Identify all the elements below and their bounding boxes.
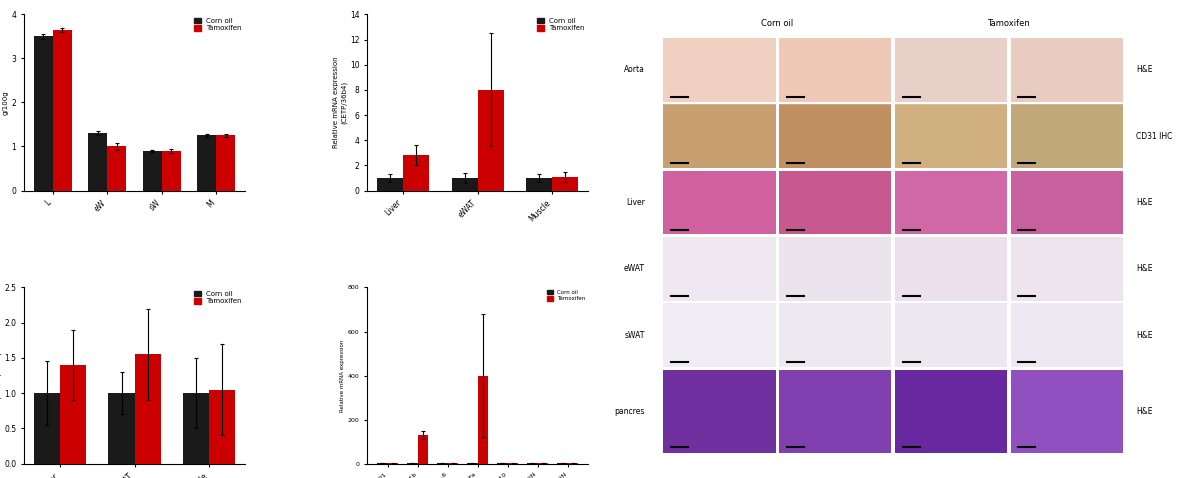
Y-axis label: Relative mRNA expression
(FGF21/36b4): Relative mRNA expression (FGF21/36b4): [0, 330, 1, 422]
FancyBboxPatch shape: [1010, 304, 1123, 367]
FancyBboxPatch shape: [779, 38, 891, 102]
Text: H&E: H&E: [1136, 198, 1152, 207]
Text: Aorta: Aorta: [624, 65, 644, 75]
FancyBboxPatch shape: [895, 370, 1007, 453]
Bar: [526, 178, 552, 191]
FancyBboxPatch shape: [895, 105, 1007, 168]
FancyBboxPatch shape: [779, 105, 891, 168]
FancyBboxPatch shape: [895, 171, 1007, 234]
FancyBboxPatch shape: [779, 237, 891, 301]
Text: H&E: H&E: [1136, 407, 1152, 416]
FancyBboxPatch shape: [1010, 38, 1123, 102]
Bar: [88, 133, 107, 191]
Text: sWAT: sWAT: [624, 331, 644, 340]
Bar: [107, 146, 126, 191]
Bar: [403, 155, 429, 191]
Bar: [143, 151, 162, 191]
Y-axis label: Relative mRNA expression
(CETP/36b4): Relative mRNA expression (CETP/36b4): [333, 56, 347, 148]
Bar: [477, 376, 488, 464]
Legend: Corn oil, Tamoxifen: Corn oil, Tamoxifen: [193, 291, 242, 304]
FancyBboxPatch shape: [779, 370, 891, 453]
Text: H&E: H&E: [1136, 331, 1152, 340]
Bar: [377, 178, 403, 191]
Text: Corn oil: Corn oil: [761, 19, 793, 28]
FancyBboxPatch shape: [779, 304, 891, 367]
Bar: [418, 435, 428, 464]
FancyBboxPatch shape: [1010, 171, 1123, 234]
Bar: [197, 135, 216, 191]
Text: eWAT: eWAT: [624, 264, 644, 273]
Text: CD31 IHC: CD31 IHC: [1136, 132, 1173, 141]
Bar: [135, 354, 161, 464]
FancyBboxPatch shape: [895, 237, 1007, 301]
FancyBboxPatch shape: [663, 38, 775, 102]
FancyBboxPatch shape: [663, 304, 775, 367]
Legend: Corn oil, Tamoxifen: Corn oil, Tamoxifen: [193, 18, 242, 32]
Bar: [60, 365, 86, 464]
Text: H&E: H&E: [1136, 264, 1152, 273]
Y-axis label: Relative mRNA expression: Relative mRNA expression: [340, 339, 345, 412]
Bar: [452, 178, 477, 191]
Text: Liver: Liver: [626, 198, 644, 207]
FancyBboxPatch shape: [779, 171, 891, 234]
Text: Tamoxifen: Tamoxifen: [988, 19, 1031, 28]
Bar: [52, 30, 72, 191]
FancyBboxPatch shape: [1010, 105, 1123, 168]
Y-axis label: g/100g: g/100g: [2, 90, 8, 115]
FancyBboxPatch shape: [1010, 237, 1123, 301]
FancyBboxPatch shape: [1010, 370, 1123, 453]
FancyBboxPatch shape: [895, 38, 1007, 102]
FancyBboxPatch shape: [663, 171, 775, 234]
Legend: Corn oil, Tamoxifen: Corn oil, Tamoxifen: [548, 290, 586, 302]
Bar: [209, 390, 235, 464]
Bar: [109, 393, 135, 464]
FancyBboxPatch shape: [663, 237, 775, 301]
Bar: [183, 393, 209, 464]
Legend: Corn oil, Tamoxifen: Corn oil, Tamoxifen: [537, 18, 585, 32]
FancyBboxPatch shape: [663, 105, 775, 168]
Bar: [33, 36, 52, 191]
FancyBboxPatch shape: [895, 304, 1007, 367]
FancyBboxPatch shape: [663, 370, 775, 453]
Bar: [477, 90, 503, 191]
Text: pancres: pancres: [614, 407, 644, 416]
Bar: [552, 177, 579, 191]
Text: H&E: H&E: [1136, 65, 1152, 75]
Bar: [33, 393, 60, 464]
Bar: [216, 135, 235, 191]
Bar: [162, 151, 181, 191]
